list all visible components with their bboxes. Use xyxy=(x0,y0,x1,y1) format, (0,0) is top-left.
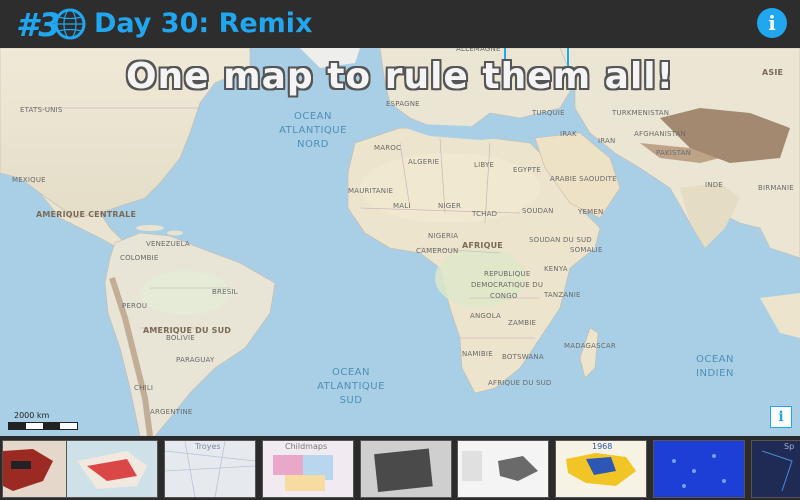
ocean-label-south-atlantic: OCEAN ATLANTIQUE SUD xyxy=(317,367,385,406)
country-label: EGYPTE xyxy=(513,166,541,174)
country-label: ESPAGNE xyxy=(386,100,420,108)
header: #3 Day 30: Remix i xyxy=(0,0,800,48)
map-info-button[interactable]: i xyxy=(770,406,792,428)
region-label-asia: ASIE xyxy=(762,68,784,77)
country-label: PEROU xyxy=(122,302,148,310)
svg-text:#3: #3 xyxy=(16,6,61,42)
info-button[interactable]: i xyxy=(757,8,787,38)
country-label: MEXIQUE xyxy=(12,176,46,184)
thumbnail[interactable] xyxy=(360,440,452,498)
thumbnail-label: 1968 xyxy=(592,442,613,451)
country-label: LIBYE xyxy=(474,161,495,169)
ocean-label-north-atlantic: OCEAN ATLANTIQUE NORD xyxy=(279,111,347,150)
thumbnail[interactable] xyxy=(66,440,158,498)
country-label: ZAMBIE xyxy=(508,319,537,327)
logo-icon: #3 xyxy=(16,6,86,42)
country-label: ARGENTINE xyxy=(150,408,193,416)
country-label: AFRIQUE DU SUD xyxy=(488,379,552,387)
country-label: CONGO xyxy=(490,292,518,300)
region-label-south-america: AMERIQUE DU SUD xyxy=(143,326,232,335)
country-label: ALLEMAGNE xyxy=(456,48,501,53)
country-label: VENEZUELA xyxy=(146,240,190,248)
country-label: KENYA xyxy=(544,265,568,273)
country-label: ARABIE SAOUDITE xyxy=(550,175,617,183)
country-label: IRAK xyxy=(560,130,577,138)
country-label: SOUDAN xyxy=(522,207,554,215)
thumbnail-image xyxy=(263,441,353,497)
country-label: TANZANIE xyxy=(544,291,581,299)
thumbnail-image xyxy=(752,441,800,497)
country-label: NIGER xyxy=(438,202,462,210)
country-label: NAMIBIE xyxy=(462,350,493,358)
country-label: COLOMBIE xyxy=(120,254,159,262)
country-label: MAROC xyxy=(374,144,402,152)
page-title: Day 30: Remix xyxy=(94,8,313,39)
country-label: BOTSWANA xyxy=(502,353,544,361)
country-label: ALGERIE xyxy=(408,158,440,166)
country-label: BOLIVIE xyxy=(166,334,195,342)
country-label: BRESIL xyxy=(212,288,238,296)
country-label: CHILI xyxy=(134,384,154,392)
thumbnail-label: Sp xyxy=(784,442,795,451)
map-overlay-title: One map to rule them all! xyxy=(125,56,675,97)
country-label: CAMEROUN xyxy=(416,247,459,255)
country-label: TCHAD xyxy=(472,210,498,218)
country-label: DEMOCRATIQUE DU xyxy=(471,281,544,289)
thumbnail-image xyxy=(556,441,646,497)
country-label: PARAGUAY xyxy=(176,356,215,364)
country-label: MAURITANIE xyxy=(348,187,394,195)
thumbnail[interactable]: Sp xyxy=(751,440,800,498)
scale-label: 2000 km xyxy=(14,411,50,420)
country-label: TURQUIE xyxy=(532,109,565,117)
thumbnail-image xyxy=(67,441,157,497)
thumbnail-label: Childmaps xyxy=(285,442,328,451)
thumbnail[interactable]: 1968 xyxy=(555,440,647,498)
country-label: NIGERIA xyxy=(428,232,459,240)
thumbnail-label: Troyes xyxy=(195,442,221,451)
country-label: IRAN xyxy=(598,137,616,145)
scale-bar xyxy=(8,422,78,430)
country-label: ANGOLA xyxy=(470,312,502,320)
country-label: MALI xyxy=(393,202,411,210)
thumbnail-image xyxy=(458,441,548,497)
thumbnail[interactable]: Troyes xyxy=(164,440,256,498)
thumbnail[interactable]: Childmaps xyxy=(262,440,354,498)
thumbnail-image xyxy=(165,441,255,497)
region-label-central-america: AMERIQUE CENTRALE xyxy=(36,210,137,219)
country-label: PAKISTAN xyxy=(656,149,692,157)
thumbnail-strip[interactable]: Troyes Childmaps 1968 xyxy=(0,436,800,500)
thumbnail-image xyxy=(361,441,451,497)
north-america-land xyxy=(0,48,251,219)
country-label: BIRMANIE xyxy=(758,184,794,192)
country-label: INDE xyxy=(705,181,723,189)
world-map[interactable]: OCEAN ATLANTIQUE NORD OCEAN ATLANTIQUE S… xyxy=(0,48,800,436)
country-label: SOUDAN DU SUD xyxy=(529,236,592,244)
arabia-land xyxy=(534,132,621,219)
thumbnail[interactable] xyxy=(457,440,549,498)
thumbnail[interactable] xyxy=(653,440,745,498)
map-canvas xyxy=(0,48,800,436)
country-label: TURKMENISTAN xyxy=(612,109,670,117)
thumbnail-image xyxy=(654,441,744,497)
country-label: YEMEN xyxy=(578,208,604,216)
ocean-label-indian: OCEAN INDIEN xyxy=(696,354,734,379)
country-label: ETATS-UNIS xyxy=(20,106,63,114)
region-label-africa: AFRIQUE xyxy=(462,241,503,250)
country-label: AFGHANISTAN xyxy=(634,130,686,138)
country-label: REPUBLIQUE xyxy=(484,270,531,278)
country-label: MADAGASCAR xyxy=(564,342,616,350)
country-label: SOMALIE xyxy=(570,246,603,254)
